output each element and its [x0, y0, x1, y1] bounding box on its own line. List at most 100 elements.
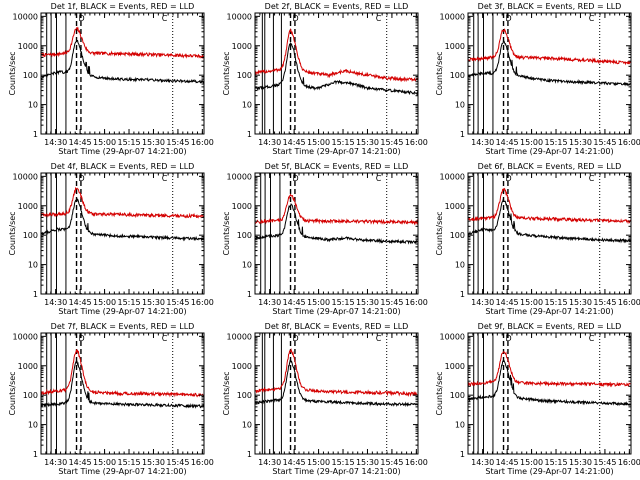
x-tick-label: 15:30 [356, 298, 379, 307]
x-tick-label: 14:45 [69, 458, 92, 467]
y-tick-label: 10000 [13, 12, 38, 21]
x-tick-label: 15:15 [331, 138, 354, 147]
x-axis-label: Start Time (29-Apr-07 14:21:00) [58, 147, 186, 156]
panel-det-4: Det 4f, BLACK = Events, RED = LLD D C 1 10 10… [8, 162, 214, 316]
panel-title: Det 8f, BLACK = Events, RED = LLD [265, 322, 409, 331]
x-tick-label: 14:30 [258, 458, 281, 467]
marker-c: C [589, 334, 595, 343]
y-axis-label: Counts/sec [435, 51, 444, 95]
x-tick-label: 15:30 [569, 138, 592, 147]
x-tick-label: 15:00 [520, 138, 543, 147]
y-tick-label: 10 [242, 261, 252, 270]
panel-title: Det 4f, BLACK = Events, RED = LLD [51, 162, 195, 171]
x-tick-label: 15:30 [569, 298, 592, 307]
x-tick-label: 15:30 [142, 138, 165, 147]
marker-c: C [589, 14, 595, 23]
events-series-line [40, 40, 205, 84]
marker-d: D [293, 174, 299, 183]
panel-title: Det 6f, BLACK = Events, RED = LLD [478, 162, 622, 171]
y-axis-label: Counts/sec [8, 211, 17, 255]
x-tick-label: 14:45 [496, 298, 519, 307]
y-tick-label: 1 [460, 130, 465, 139]
panel-title: Det 3f, BLACK = Events, RED = LLD [478, 2, 622, 11]
x-tick-label: 14:45 [496, 138, 519, 147]
x-tick-label: 16:00 [191, 138, 214, 147]
y-axis-label: Counts/sec [8, 51, 17, 95]
x-tick-label: 14:30 [471, 458, 494, 467]
x-tick-label: 14:45 [69, 298, 92, 307]
panel-det-7: Det 7f, BLACK = Events, RED = LLD D C 1 10 10… [8, 322, 214, 476]
x-tick-label: 15:45 [593, 298, 616, 307]
y-tick-label: 1 [460, 450, 465, 459]
panel-det-1: Det 1f, BLACK = Events, RED = LLD D C 1 10 10… [8, 2, 214, 156]
plot-frame [467, 172, 632, 295]
x-tick-label: 16:00 [618, 138, 640, 147]
x-tick-label: 15:30 [356, 138, 379, 147]
y-tick-label: 100 [450, 71, 465, 80]
x-tick-label: 15:15 [117, 298, 140, 307]
x-tick-label: 15:15 [331, 458, 354, 467]
x-axis-label: Start Time (29-Apr-07 14:21:00) [485, 307, 613, 316]
marker-d: D [506, 14, 512, 23]
x-tick-label: 15:00 [93, 298, 116, 307]
x-tick-label: 14:45 [283, 138, 306, 147]
y-tick-label: 1000 [445, 362, 465, 371]
x-tick-label: 15:15 [544, 458, 567, 467]
y-tick-label: 1 [33, 290, 38, 299]
lld-series-line [254, 193, 419, 226]
y-axis-label: Counts/sec [222, 371, 231, 415]
lld-series-line [254, 347, 419, 398]
x-tick-label: 15:45 [380, 298, 403, 307]
panel-det-6: Det 6f, BLACK = Events, RED = LLD D C 1 10 10… [435, 162, 640, 316]
panel-title: Det 5f, BLACK = Events, RED = LLD [265, 162, 409, 171]
plot-frame [467, 12, 632, 135]
events-series-line [254, 359, 419, 408]
marker-c: C [376, 14, 382, 23]
events-series-line [467, 197, 632, 244]
x-tick-label: 15:15 [117, 458, 140, 467]
y-tick-label: 10000 [440, 332, 465, 341]
marker-d: D [293, 14, 299, 23]
y-tick-label: 10 [455, 421, 465, 430]
y-tick-label: 10 [455, 261, 465, 270]
plot-frame [40, 12, 205, 135]
plot-frame [254, 12, 419, 135]
y-axis-label: Counts/sec [8, 371, 17, 415]
x-tick-label: 16:00 [618, 298, 640, 307]
x-tick-label: 15:30 [569, 458, 592, 467]
x-tick-label: 15:00 [307, 458, 330, 467]
events-series-line [40, 198, 205, 242]
x-tick-label: 15:30 [142, 458, 165, 467]
x-tick-label: 15:15 [117, 138, 140, 147]
y-tick-label: 1000 [18, 42, 38, 51]
y-tick-label: 10 [455, 101, 465, 110]
x-tick-label: 15:45 [166, 138, 189, 147]
y-tick-label: 100 [450, 391, 465, 400]
marker-c: C [376, 174, 382, 183]
y-tick-label: 1000 [232, 362, 252, 371]
x-tick-label: 15:00 [520, 458, 543, 467]
x-axis-label: Start Time (29-Apr-07 14:21:00) [485, 467, 613, 476]
x-tick-label: 15:45 [380, 458, 403, 467]
x-tick-label: 15:30 [142, 298, 165, 307]
y-tick-label: 10 [28, 101, 38, 110]
x-tick-label: 15:45 [593, 138, 616, 147]
y-axis-label: Counts/sec [435, 371, 444, 415]
x-tick-label: 16:00 [405, 458, 428, 467]
y-tick-label: 1 [33, 130, 38, 139]
events-series-line [254, 41, 419, 97]
x-tick-label: 14:45 [283, 458, 306, 467]
x-axis-label: Start Time (29-Apr-07 14:21:00) [485, 147, 613, 156]
y-tick-label: 10 [242, 421, 252, 430]
x-tick-label: 16:00 [405, 298, 428, 307]
x-tick-label: 14:30 [44, 138, 67, 147]
y-axis-label: Counts/sec [435, 211, 444, 255]
panel-det-8: Det 8f, BLACK = Events, RED = LLD D C 1 10 10… [222, 322, 428, 476]
y-tick-label: 1000 [445, 42, 465, 51]
y-tick-label: 1 [247, 290, 252, 299]
y-tick-label: 100 [450, 231, 465, 240]
marker-c: C [376, 334, 382, 343]
y-tick-label: 100 [237, 71, 252, 80]
x-tick-label: 14:30 [44, 298, 67, 307]
panel-det-5: Det 5f, BLACK = Events, RED = LLD D C 1 10 10… [222, 162, 428, 316]
